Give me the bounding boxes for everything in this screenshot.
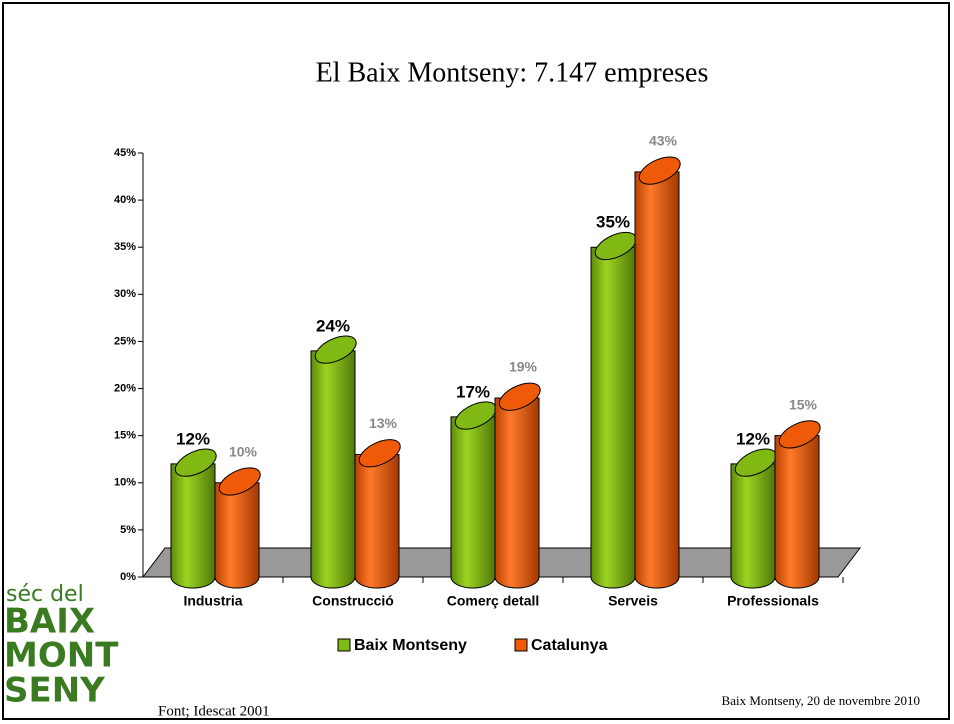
date: Baix Montseny, 20 de novembre 2010 [722, 693, 920, 708]
x-tick-label: Industria [183, 593, 242, 609]
cylinder [354, 439, 401, 589]
cylinder [310, 335, 357, 589]
y-tick-label: 20% [114, 382, 136, 394]
legend-swatch [514, 638, 528, 652]
data-label: 12% [176, 429, 210, 448]
cylinder-body [590, 246, 636, 589]
cylinder-body [494, 397, 540, 589]
cylinder-top [174, 448, 217, 477]
cylinder-body [354, 454, 400, 589]
cylinder [590, 231, 637, 589]
data-label: 15% [789, 396, 818, 412]
data-label: 19% [509, 359, 538, 375]
cylinder-top [358, 439, 401, 468]
logo-text: séc del [6, 582, 84, 607]
legend-label: Catalunya [531, 637, 608, 654]
legend-label: Baix Montseny [354, 637, 467, 654]
cylinder-body [730, 463, 776, 589]
legend-swatch [337, 638, 351, 652]
y-tick-label: 5% [120, 524, 136, 536]
data-label: 17% [456, 382, 490, 401]
logo: séc del BAIX MONT SENY [4, 582, 119, 711]
cylinder-top [778, 420, 821, 449]
cylinder-body [774, 435, 820, 589]
data-label: 13% [369, 415, 398, 431]
cylinder-top [638, 156, 681, 185]
y-tick-label: 0% [120, 571, 136, 583]
x-tick-label: Professionals [727, 593, 819, 609]
source: Font; Idescat 2001 [158, 703, 270, 719]
cylinder [450, 401, 497, 589]
y-tick-label: 15% [114, 430, 136, 442]
logo-text: BAIX [4, 602, 95, 642]
y-tick-label: 40% [114, 194, 136, 206]
cylinder-top [314, 335, 357, 364]
y-tick-label: 25% [114, 335, 136, 347]
cylinder [730, 448, 777, 589]
cylinder [634, 156, 681, 589]
cylinder [494, 382, 541, 589]
data-label: 35% [596, 213, 630, 232]
data-label: 24% [316, 316, 350, 335]
cylinder-body [214, 482, 260, 589]
x-tick-label: Serveis [608, 593, 658, 609]
x-tick-label: Construcció [312, 593, 394, 609]
cylinder-top [218, 467, 261, 496]
data-label: 12% [736, 429, 770, 448]
cylinder-body [634, 171, 680, 589]
data-label: 43% [649, 133, 678, 149]
logo-text: SENY [4, 671, 105, 711]
cylinder [170, 448, 217, 589]
x-tick-label: Comerç detall [447, 593, 540, 609]
logo-text: MONT [4, 636, 119, 676]
cylinder-body [310, 350, 356, 589]
cylinder [214, 467, 261, 589]
cylinder-top [498, 382, 541, 411]
chart-title: El Baix Montseny: 7.147 empreses [316, 57, 709, 88]
y-tick-label: 10% [114, 477, 136, 489]
data-label: 10% [229, 443, 258, 459]
y-tick-label: 45% [114, 147, 136, 159]
cylinder-body [450, 416, 496, 589]
cylinder [774, 420, 821, 589]
cylinder-body [170, 463, 216, 589]
y-tick-label: 30% [114, 288, 136, 300]
y-tick-label: 35% [114, 241, 136, 253]
